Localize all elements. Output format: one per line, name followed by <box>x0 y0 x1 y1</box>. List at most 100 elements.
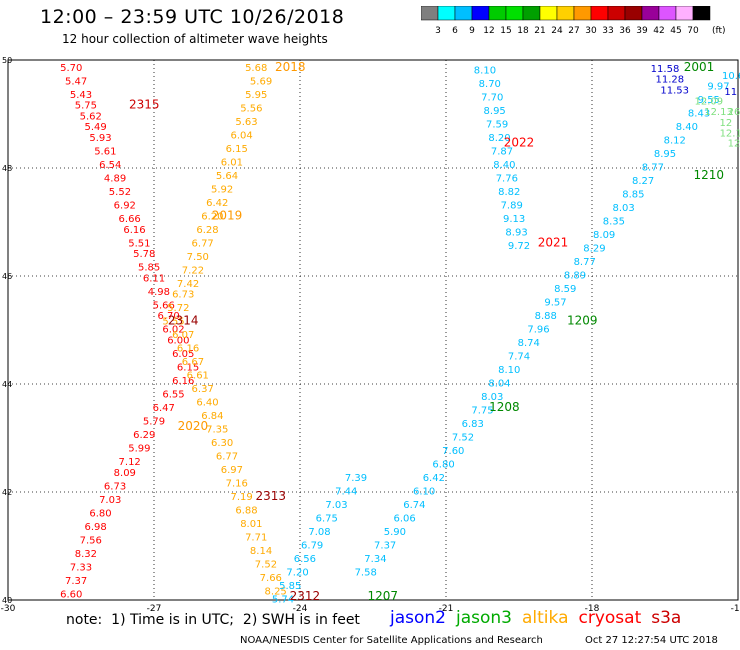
colorbar-label: 42 <box>653 26 664 36</box>
data-point-2022: 7.59 <box>486 120 508 131</box>
data-point-1210: 8.89 <box>564 271 586 282</box>
pass-label-1207: 1207 <box>367 589 398 603</box>
data-point-2315: 8.09 <box>114 468 136 479</box>
data-point-2019: 5.72 <box>167 303 189 314</box>
data-point-1207: 7.08 <box>308 527 330 538</box>
data-point-2315: 4.89 <box>104 174 126 185</box>
satellite-jason2: jason2 <box>390 608 446 628</box>
data-point-2315: 4.98 <box>148 287 170 298</box>
data-point-1208: 6.06 <box>394 514 416 525</box>
data-point-2019: 7.19 <box>230 492 252 503</box>
y-tick-label: 40 <box>2 596 12 605</box>
data-point-2019: 6.07 <box>172 330 194 341</box>
data-point-1210: 8.09 <box>593 230 615 241</box>
colorbar-label: 21 <box>534 26 545 36</box>
data-point-2315: 6.47 <box>153 403 175 414</box>
colorbar-legend: 3 6 9 12 15 18 21 24 27 30 33 36 39 42 45 70 (ft) <box>421 6 726 36</box>
pass-label-2021: 2021 <box>538 235 569 249</box>
satellite-legend: jason2 jason3 altika cryosat s3a <box>390 608 691 628</box>
data-point-2022: 7.87 <box>491 147 513 158</box>
data-point-2315: 6.16 <box>172 376 194 387</box>
x-tick-label: -30 <box>1 604 16 614</box>
data-point-2315: 8.32 <box>75 549 97 560</box>
data-point-2019: 6.16 <box>177 344 199 355</box>
data-point-1210: 10.6 <box>722 71 740 82</box>
data-point-2019: 6.77 <box>192 238 214 249</box>
data-point-1208: 7.75 <box>471 406 493 417</box>
data-point-1210: 8.77 <box>574 257 596 268</box>
data-point-2019: 7.22 <box>182 265 204 276</box>
data-point-2315: 6.05 <box>172 349 194 360</box>
data-point-topright: 12.1 <box>720 129 740 140</box>
footer-note: note: 1) Time is in UTC; 2) SWH is in fe… <box>66 612 360 628</box>
data-point-topright: 26 <box>728 107 740 118</box>
credit-text: NOAA/NESDIS Center for Satellite Applica… <box>240 635 543 646</box>
data-point-1210: 8.77 <box>642 163 664 174</box>
data-point-1208: 7.37 <box>374 541 396 552</box>
data-point-1207: 7.39 <box>345 473 367 484</box>
data-point-1207: 5.85 <box>279 581 301 592</box>
data-point-2315: 6.00 <box>167 336 189 347</box>
data-point-2315: 6.60 <box>60 589 82 600</box>
data-point-2022: 8.10 <box>474 66 496 77</box>
data-point-1207: 7.20 <box>286 568 308 579</box>
x-tick-label: -27 <box>147 604 162 614</box>
data-point-2315: 7.12 <box>119 457 141 468</box>
pass-label-1210: 1210 <box>694 168 725 182</box>
data-point-1208: 7.52 <box>452 433 474 444</box>
data-point-2315: 7.56 <box>80 535 102 546</box>
pass-label-2019: 2019 <box>212 208 243 222</box>
data-point-2019: 5.55 <box>162 317 184 328</box>
data-point-1207: 6.79 <box>301 541 323 552</box>
data-point-1210: 8.04 <box>488 379 510 390</box>
data-point-1210: 8.12 <box>664 136 686 147</box>
data-point-1208: 7.34 <box>364 554 386 565</box>
data-point-2022: 7.76 <box>496 174 518 185</box>
pass-label-2314: 2314 <box>168 314 199 328</box>
data-point-2315: 6.02 <box>162 325 184 336</box>
data-point-1208: 7.60 <box>442 446 464 457</box>
data-point-2022: 8.40 <box>493 160 515 171</box>
colorbar-label: 70 <box>687 26 699 36</box>
colorbar-label: 6 <box>452 26 458 36</box>
data-point-2019: 7.71 <box>245 533 267 544</box>
chart-title: 12:00 – 23:59 UTC 10/26/2018 <box>40 6 345 28</box>
x-tick-label: -15 <box>731 604 740 614</box>
data-point-1210: 8.43 <box>688 109 710 120</box>
data-point-2019: 6.30 <box>211 438 233 449</box>
data-point-1210: 8.74 <box>518 338 540 349</box>
data-point-2019: 5.92 <box>211 184 233 195</box>
pass-label-2315: 2315 <box>129 98 160 112</box>
pass-label-1208: 1208 <box>489 400 520 414</box>
data-point-2022: 8.93 <box>505 228 527 239</box>
data-point-topright: 11.28 <box>656 75 685 86</box>
y-tick-label: 44 <box>2 380 12 389</box>
data-point-2315: 5.78 <box>133 249 155 260</box>
data-point-2315: 6.29 <box>133 430 155 441</box>
data-point-2022: 7.89 <box>501 201 523 212</box>
data-point-2315: 5.52 <box>109 187 131 198</box>
data-point-2022: 8.20 <box>488 133 510 144</box>
data-point-1210: 9.97 <box>707 82 729 93</box>
data-point-1210: 8.27 <box>632 176 654 187</box>
data-point-2315: 6.92 <box>114 201 136 212</box>
data-point-1210: 9.57 <box>544 298 566 309</box>
data-point-1210: 7.96 <box>527 325 549 336</box>
y-tick-label: 42 <box>2 488 12 497</box>
pass-label-2313: 2313 <box>256 489 287 503</box>
data-point-1210: 8.35 <box>603 217 625 228</box>
data-point-1208: 6.80 <box>432 460 454 471</box>
pass-label-2020: 2020 <box>178 419 209 433</box>
y-tick-label: 46 <box>2 272 12 281</box>
data-point-1207: 5.74 <box>272 595 294 606</box>
x-tick-label: -21 <box>439 604 454 614</box>
data-point-2019: 7.52 <box>255 560 277 571</box>
data-point-2315: 5.66 <box>153 300 175 311</box>
data-point-2019: 8.25 <box>265 587 287 598</box>
data-point-2019: 5.68 <box>245 63 267 74</box>
data-point-1210: 8.88 <box>535 311 557 322</box>
chart-subtitle: 12 hour collection of altimeter wave hei… <box>62 32 328 46</box>
colorbar-label: 24 <box>551 26 563 36</box>
colorbar-swatch <box>692 6 711 21</box>
